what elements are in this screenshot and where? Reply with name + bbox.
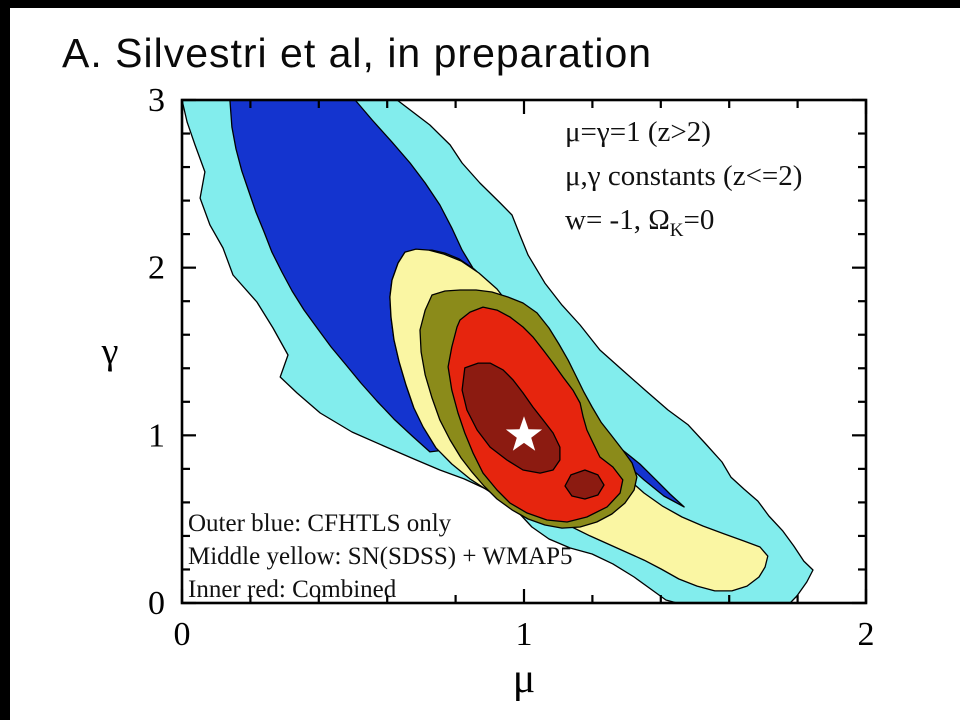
y-tick-label-0: 0 [148,585,165,622]
x-tick-label-0: 0 [174,616,191,653]
legend-line-2: μ,γ constants (z<=2) [565,160,803,192]
x-tick-label-2: 2 [858,616,875,653]
y-axis-label: γ [101,331,119,373]
slide-left-border [0,0,10,720]
x-tick-label-1: 1 [516,616,533,653]
y-tick-label-3: 3 [148,82,165,119]
omega-k-subscript: K [669,220,684,241]
plot-frame [180,98,868,605]
note-line-outer-blue: Outer blue: CFHTLS only [188,510,452,537]
note-line-middle-yellow: Middle yellow: SN(SDSS) + WMAP5 [188,543,573,570]
slide-title: A. Silvestri et al, in preparation [62,30,653,76]
region-combined-inner-secondary [564,469,605,500]
y-tick-label-2: 2 [148,250,165,287]
model-legend: μ=γ=1 (z>2) μ,γ constants (z<=2) w= -1, … [565,110,865,253]
legend-line-1: μ=γ=1 (z>2) [565,116,711,148]
best-fit-star [505,416,543,451]
note-line-inner-red: Inner red: Combined [188,576,397,603]
contour-layers [182,100,814,603]
x-axis-label: μ [513,656,536,702]
region-combined-inner-main [461,362,561,474]
slide-top-border [0,0,960,8]
contour-key-note: Outer blue: CFHTLS only Middle yellow: S… [188,507,573,606]
legend-line-3: w= -1, ΩK=0 [565,204,715,241]
y-tick-label-1: 1 [148,417,165,454]
